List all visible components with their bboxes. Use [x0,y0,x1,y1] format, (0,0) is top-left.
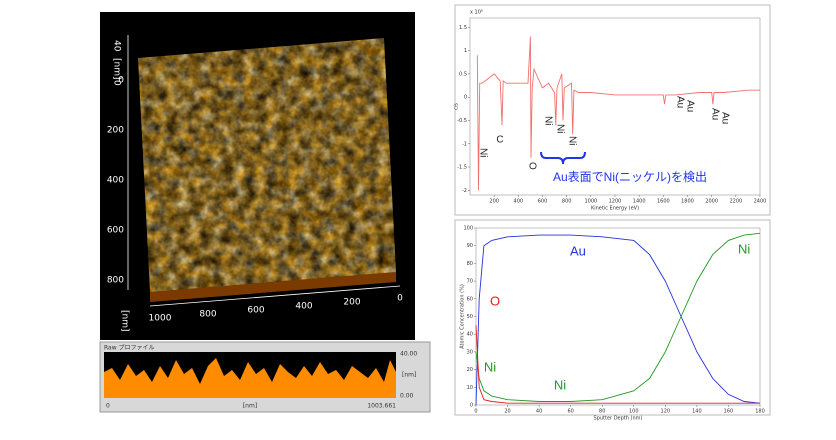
x-tick-label: 1400 [633,199,646,205]
x-tick-label: 140 [692,409,702,415]
annotation: Au表面でNi(ニッケル)を検出 [553,170,707,184]
y-tick-label: 0 [470,403,473,409]
x-tick-label: 60 [567,409,573,415]
x-tick-label: 2400 [754,199,767,205]
y-tick: 200 [107,126,124,136]
y-tick-label: 1 [464,48,467,54]
series-label: O [490,293,500,308]
bracket [540,151,586,165]
y-tick-label: 10 [467,385,473,391]
profile-label: [nm] [243,403,257,410]
x-tick-label: 100 [629,409,639,415]
x-tick-label: 80 [599,409,605,415]
annotation: Ni [484,359,496,374]
spectrum-frame [454,4,771,216]
y-axis-label: c/s [454,103,460,110]
x-tick: 200 [343,298,360,308]
x-tick-label: 40 [536,409,542,415]
y-tick-label: 20 [467,367,473,373]
afm-skirt [150,272,396,302]
y-tick-label: -1 [462,141,467,147]
x-tick-label: 1000 [584,199,597,205]
x-tick-label: 600 [538,199,548,205]
afm-axis [149,285,401,307]
y-tick: 800 [107,276,124,286]
y-tick-label: 40 [467,332,473,338]
series-label: Au [570,243,586,258]
y-tick-label: 0.5 [459,71,467,77]
x-tick-label: 0 [474,409,477,415]
y-tick-label: 30 [467,349,473,355]
y-tick: 400 [107,176,124,186]
x-tick: 0 [397,294,403,304]
x-tick: 400 [295,302,312,312]
profile-label: 0 [106,403,110,410]
annotation: Ni [566,136,577,145]
y-tick-label: 80 [467,261,473,267]
x-axis-label: Kinetic Energy (eV) [591,206,639,212]
y-tick-label: -1.5 [457,165,467,171]
x-tick-label: 400 [514,199,524,205]
y-tick-label: 60 [467,296,473,302]
afm-panel: 40 [nm] 0 [nm] 0 200 400 600 800 1000 800 600 40… [100,12,415,340]
z-unit: [nm] [112,58,122,80]
x-tick-label: 20 [504,409,510,415]
profile-panel: Raw プロファイル 40.00 [nm] 0.00 0 [nm] 1003.6… [99,341,431,413]
annotation: Ni [554,124,565,133]
y-tick-label: 0 [464,95,467,101]
annotation: Au [674,96,685,108]
annotation: Ni [477,148,488,157]
annotation: Au [684,100,695,112]
y-tick: 0 [118,76,124,86]
series-label: Ni [738,241,750,256]
x-tick-label: 2000 [705,199,718,205]
x-tick-label: 800 [562,199,572,205]
profile-label: 0.00 [400,393,414,400]
x-unit: [nm] [120,310,130,332]
profile-label: 1003.661 [367,403,396,410]
series-line [475,234,761,406]
y-tick-label: 90 [467,243,473,249]
afm-surface [138,38,396,292]
annotation: Ni [554,377,566,392]
x-tick-label: 120 [661,409,671,415]
y-tick-label: 50 [467,314,473,320]
x-tick: 1000 [149,314,172,324]
x-tick-label: 1200 [609,199,622,205]
y-tick-label: 1.5 [459,25,467,31]
profile-area [104,358,396,398]
profile-title: Raw プロファイル [104,345,155,352]
annotation: Au [719,112,730,124]
z-tick: 0 [112,80,122,86]
y-tick-label: -2 [462,188,467,194]
x-tick-label: 1800 [681,199,694,205]
x-tick-label: 180 [755,409,765,415]
y-tick-label: 100 [463,226,473,232]
y-tick-label: -0.5 [457,118,467,124]
x-tick: 600 [247,306,264,316]
x-tick-label: 2200 [729,199,742,205]
x-axis-label: Sputter Depth (nm) [594,416,643,422]
annotation: Ni [542,116,553,125]
y-tick-label: 70 [467,279,473,285]
x-tick-label: 1600 [657,199,670,205]
y-tick: 600 [107,226,124,236]
x-tick: 800 [199,310,216,320]
y-axis-note: x 10⁵ [470,10,483,16]
profile-label: [nm] [402,372,416,379]
series-line [476,36,760,191]
series-line [475,325,760,404]
annotation: O [526,162,537,170]
annotation: Au [709,108,720,120]
z-tick: 40 [112,40,122,52]
x-tick-label: 160 [724,409,734,415]
y-axis-label: Atomic Concentration (%) [460,284,466,349]
x-tick-label: 200 [489,199,499,205]
depth-frame [454,219,771,416]
series-line [475,232,761,402]
profile-label: 40.00 [400,351,417,358]
annotation: C [496,135,503,146]
